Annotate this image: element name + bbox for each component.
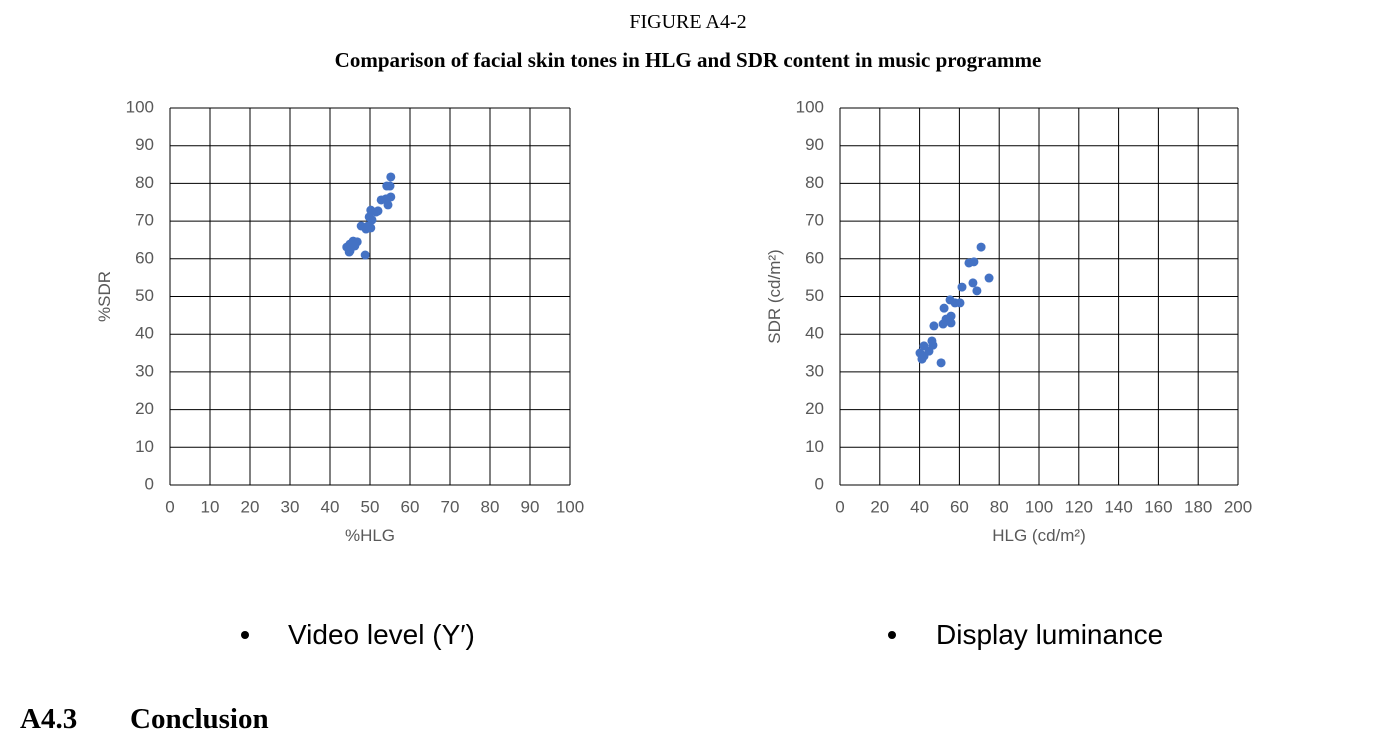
y-tick-label: 50 [135, 286, 154, 305]
point [360, 250, 370, 260]
point [385, 181, 395, 191]
y-tick-label: 0 [815, 474, 824, 493]
figure-title: Comparison of facial skin tones in HLG a… [335, 48, 1042, 72]
x-tick-label: 40 [910, 497, 929, 516]
point [917, 354, 927, 364]
x-tick-label: 90 [521, 497, 540, 516]
x-axis-title: %HLG [345, 526, 395, 545]
bullet [241, 631, 249, 639]
point [939, 303, 949, 313]
y-axis-title: SDR (cd/m²) [765, 249, 784, 343]
x-tick-label: 20 [241, 497, 260, 516]
figure-label: FIGURE A4-2 [629, 11, 746, 33]
point [376, 195, 386, 205]
x-tick-label: 180 [1184, 497, 1212, 516]
x-tick-label: 70 [441, 497, 460, 516]
y-tick-label: 10 [805, 437, 824, 456]
y-tick-label: 90 [135, 135, 154, 154]
y-tick-label: 30 [135, 361, 154, 380]
y-tick-label: 50 [805, 286, 824, 305]
y-tick-label: 40 [135, 324, 154, 343]
bullet [888, 631, 896, 639]
y-tick-label: 30 [805, 361, 824, 380]
y-tick-label: 60 [805, 248, 824, 267]
point [366, 223, 376, 233]
x-tick-label: 10 [201, 497, 220, 516]
y-axis-title: %SDR [95, 271, 114, 322]
section-title: Conclusion [130, 703, 269, 735]
point [968, 278, 978, 288]
x-axis-title: HLG (cd/m²) [992, 526, 1086, 545]
y-tick-label: 60 [135, 248, 154, 267]
y-tick-label: 80 [805, 173, 824, 192]
x-tick-label: 60 [401, 497, 420, 516]
y-tick-label: 10 [135, 437, 154, 456]
x-tick-label: 120 [1065, 497, 1093, 516]
x-tick-label: 20 [870, 497, 889, 516]
y-tick-label: 40 [805, 324, 824, 343]
caption: Video level (Y′) [288, 619, 475, 650]
section-number: A4.3 [20, 703, 77, 735]
x-tick-label: 0 [165, 497, 174, 516]
x-tick-label: 200 [1224, 497, 1252, 516]
y-tick-label: 100 [126, 97, 154, 116]
x-tick-label: 100 [1025, 497, 1053, 516]
point [936, 358, 946, 368]
y-tick-label: 20 [135, 399, 154, 418]
point [938, 319, 948, 329]
point [976, 242, 986, 252]
x-tick-label: 60 [950, 497, 969, 516]
x-tick-label: 80 [481, 497, 500, 516]
y-tick-label: 70 [135, 211, 154, 230]
point [964, 258, 974, 268]
x-tick-label: 160 [1144, 497, 1172, 516]
point [957, 282, 967, 292]
point [929, 321, 939, 331]
y-tick-label: 100 [796, 97, 824, 116]
x-tick-label: 140 [1104, 497, 1132, 516]
point [371, 207, 381, 217]
point [972, 286, 982, 296]
x-tick-label: 50 [361, 497, 380, 516]
caption: Display luminance [936, 619, 1163, 650]
y-tick-label: 90 [805, 135, 824, 154]
y-tick-label: 20 [805, 399, 824, 418]
y-tick-label: 70 [805, 211, 824, 230]
point [984, 273, 994, 283]
point [344, 247, 354, 257]
point [386, 172, 396, 182]
y-tick-label: 80 [135, 173, 154, 192]
x-tick-label: 40 [321, 497, 340, 516]
x-tick-label: 100 [556, 497, 584, 516]
point [955, 298, 965, 308]
x-tick-label: 80 [990, 497, 1009, 516]
x-tick-label: 30 [281, 497, 300, 516]
y-tick-label: 0 [145, 474, 154, 493]
point [946, 318, 956, 328]
point [383, 200, 393, 210]
x-tick-label: 0 [835, 497, 844, 516]
